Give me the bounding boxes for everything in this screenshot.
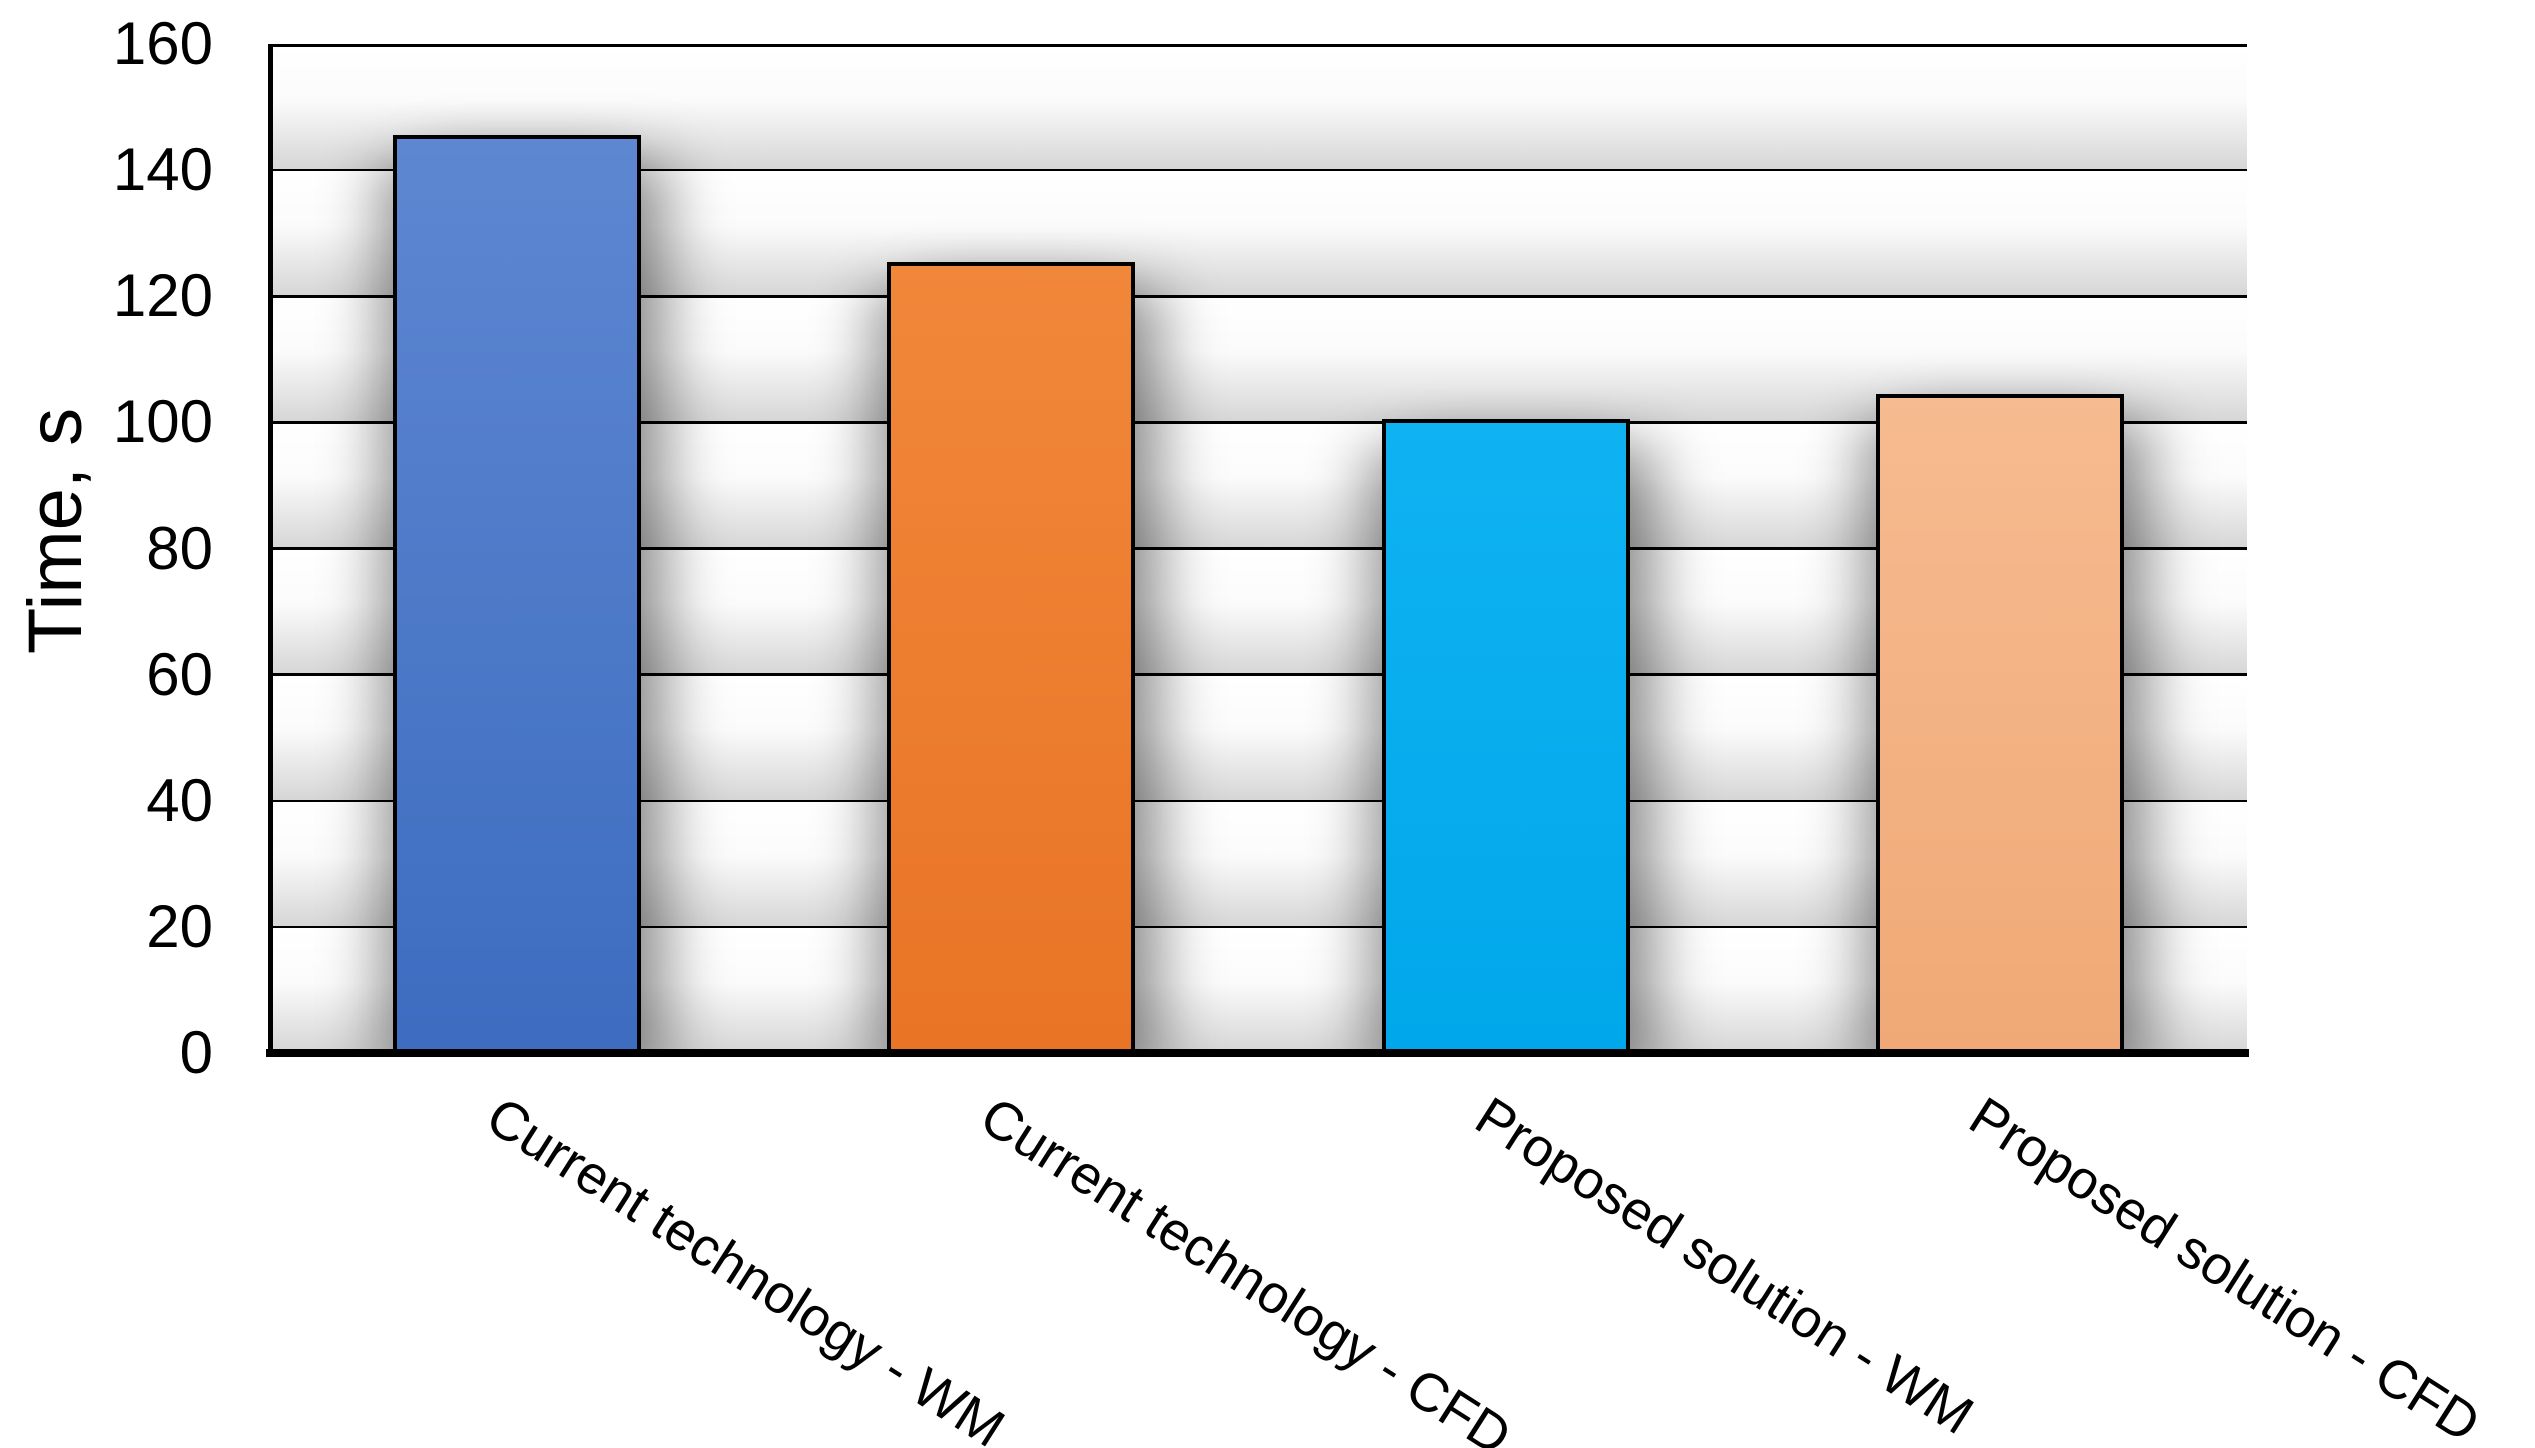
- y-tick-label-160: 160: [112, 10, 213, 77]
- x-category-label-3: Proposed solution - WM: [1464, 1085, 1984, 1447]
- x-category-label-1: Current technology - WM: [476, 1085, 1015, 1448]
- y-tick-label-140: 140: [112, 136, 213, 204]
- gridline-y160: [270, 44, 2247, 47]
- y-axis-line: [268, 44, 273, 1056]
- bar-2: [887, 261, 1136, 1053]
- gridline-y140: [270, 168, 2247, 172]
- y-tick-label-100: 100: [112, 388, 213, 456]
- plot-area: [270, 44, 2247, 1053]
- y-tick-label-20: 20: [146, 892, 213, 960]
- y-tick-label-40: 40: [146, 766, 213, 834]
- gridline-y60: [270, 673, 2247, 676]
- y-tick-label-80: 80: [146, 514, 213, 582]
- gridline-y100: [270, 421, 2247, 424]
- bar-1: [393, 135, 642, 1053]
- x-category-label-4: Proposed solution - CFD: [1959, 1085, 2491, 1448]
- x-axis-line: [266, 1049, 2249, 1057]
- x-category-label-2: Current technology - CFD: [970, 1085, 1522, 1448]
- gridline-y120: [270, 295, 2247, 298]
- y-tick-label-60: 60: [146, 640, 213, 708]
- bar-3: [1381, 419, 1630, 1053]
- bar-4: [1875, 394, 2124, 1053]
- y-tick-label-0: 0: [179, 1019, 213, 1086]
- gridline-y40: [270, 799, 2247, 802]
- gridline-y20: [270, 925, 2247, 929]
- gridline-y80: [270, 547, 2247, 550]
- y-tick-label-120: 120: [112, 262, 213, 330]
